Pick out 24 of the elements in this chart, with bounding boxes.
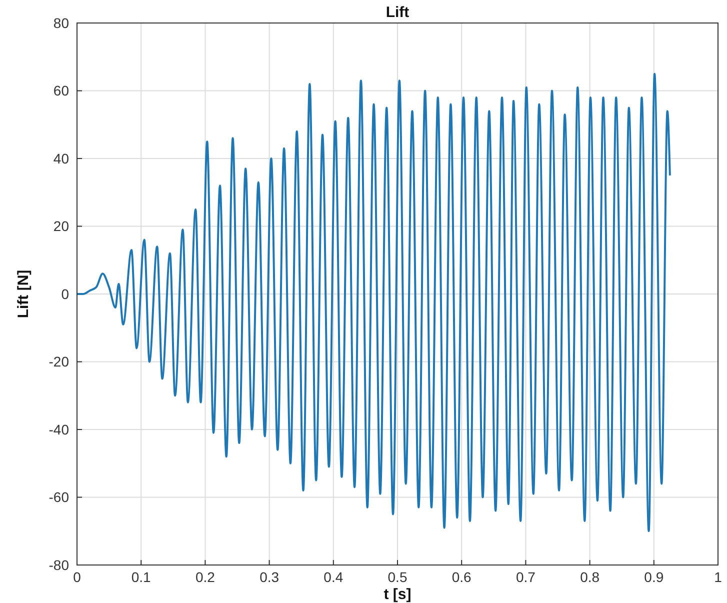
x-axis-title: t [s] xyxy=(384,586,412,603)
x-tick-label: 0.3 xyxy=(260,569,280,585)
y-tick-label: 20 xyxy=(53,218,70,234)
y-tick-label: 0 xyxy=(61,286,70,302)
x-tick-label: 0.5 xyxy=(388,569,408,585)
line-series xyxy=(76,72,671,532)
y-tick-label: 60 xyxy=(53,82,70,99)
x-tick-label: 0.1 xyxy=(131,569,152,585)
y-axis-title: Lift [N] xyxy=(15,270,32,318)
y-tick-label: 40 xyxy=(53,150,70,166)
x-tick-label: 0 xyxy=(73,569,82,585)
y-tick-label: -20 xyxy=(48,354,70,370)
chart-title: Lift xyxy=(386,4,410,21)
y-tick-label: -80 xyxy=(48,556,70,573)
x-tick-label: 0.6 xyxy=(452,569,472,585)
y-tick-label: -60 xyxy=(48,489,70,506)
x-tick-label: 0.4 xyxy=(324,569,344,585)
x-tick-label: 0.9 xyxy=(644,569,664,585)
y-tick-label: 80 xyxy=(53,14,70,31)
x-tick-label: 0.2 xyxy=(195,569,216,585)
x-tick-label: 0.7 xyxy=(516,569,536,585)
x-tick-label: 1 xyxy=(714,569,722,585)
x-tick-label: 0.8 xyxy=(580,569,600,585)
y-tick-label: -40 xyxy=(48,421,70,438)
